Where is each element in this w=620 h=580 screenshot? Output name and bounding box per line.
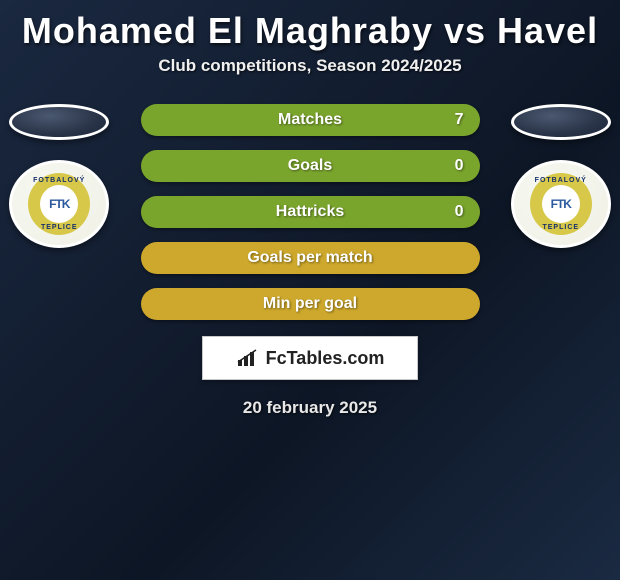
stat-label: Matches (278, 111, 342, 129)
club-badge-inner: FOTBALOVÝ FTK TEPLICE (530, 173, 592, 235)
stat-matches: Matches 7 (141, 104, 480, 136)
club-badge-right: FOTBALOVÝ FTK TEPLICE (511, 160, 611, 248)
club-arc-top: FOTBALOVÝ (33, 177, 85, 184)
club-arc-bottom: TEPLICE (542, 224, 579, 231)
stat-min-per-goal: Min per goal (141, 288, 480, 320)
subtitle: Club competitions, Season 2024/2025 (0, 56, 620, 104)
stat-label: Goals (288, 157, 332, 175)
stats-column: Matches 7 Goals 0 Hattricks 0 Goals per … (141, 104, 480, 320)
club-badge-left: FOTBALOVÝ FTK TEPLICE (9, 160, 109, 248)
right-player-column: FOTBALOVÝ FTK TEPLICE (510, 104, 613, 248)
stat-label: Min per goal (263, 295, 357, 313)
brand-box: FcTables.com (202, 336, 418, 380)
stat-value: 0 (455, 203, 464, 221)
stat-goals: Goals 0 (141, 150, 480, 182)
stat-hattricks: Hattricks 0 (141, 196, 480, 228)
brand-text: FcTables.com (266, 348, 385, 369)
stat-label: Goals per match (247, 249, 372, 267)
club-badge-center: FTK (542, 185, 580, 223)
comparison-main: FOTBALOVÝ FTK TEPLICE Matches 7 Goals 0 … (0, 104, 620, 320)
club-badge-inner: FOTBALOVÝ FTK TEPLICE (28, 173, 90, 235)
chart-icon (236, 348, 260, 368)
club-arc-top: FOTBALOVÝ (535, 177, 587, 184)
stat-goals-per-match: Goals per match (141, 242, 480, 274)
stat-label: Hattricks (276, 203, 344, 221)
footer-date: 20 february 2025 (0, 398, 620, 418)
club-badge-center: FTK (40, 185, 78, 223)
player-avatar-right (511, 104, 611, 140)
page-title: Mohamed El Maghraby vs Havel (0, 0, 620, 56)
player-avatar-left (9, 104, 109, 140)
club-arc-bottom: TEPLICE (41, 224, 78, 231)
stat-value: 7 (455, 111, 464, 129)
left-player-column: FOTBALOVÝ FTK TEPLICE (8, 104, 111, 248)
stat-value: 0 (455, 157, 464, 175)
